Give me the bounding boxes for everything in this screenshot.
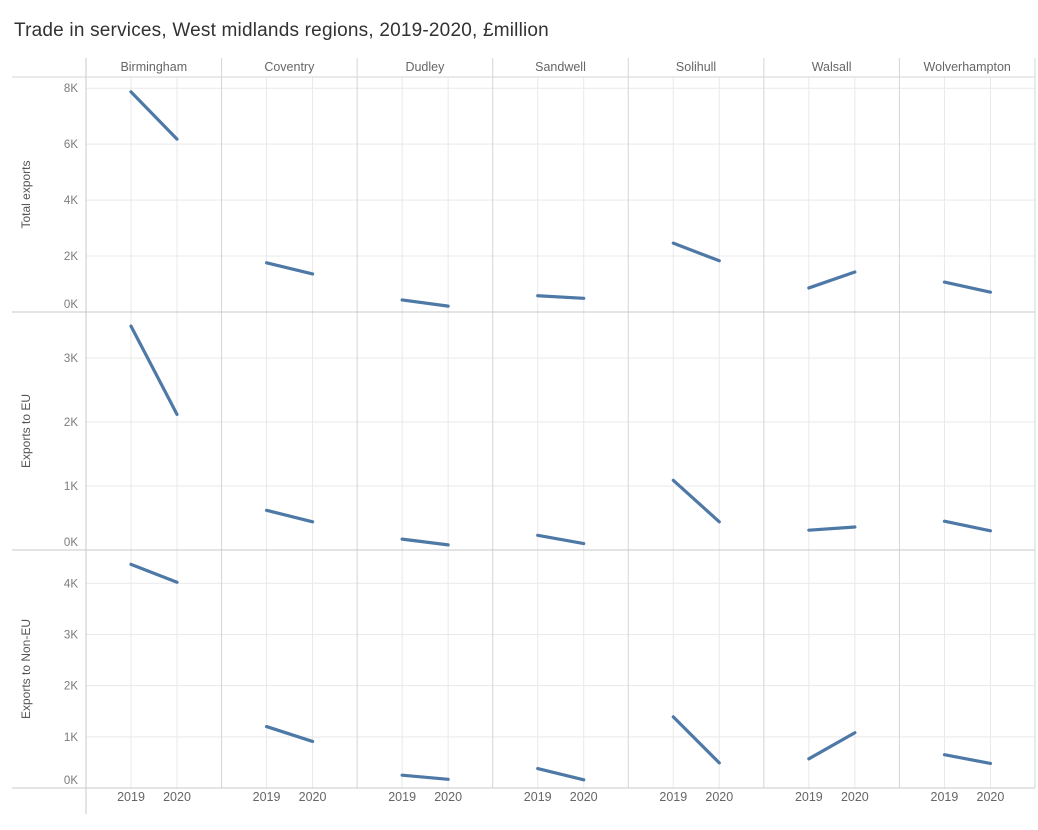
row-label-0: Total exports	[19, 160, 33, 228]
trend-line-total-exports-birmingham[interactable]	[129, 90, 179, 141]
column-header-dudley: Dudley	[405, 60, 445, 74]
year-label-2019: 2019	[253, 790, 281, 804]
trend-line-exports-to-eu-wolverhampton[interactable]	[942, 519, 993, 533]
trend-line-exports-to-eu-solihull[interactable]	[671, 478, 721, 524]
tick-label-1K: 1K	[64, 481, 78, 493]
year-label-2019: 2019	[659, 790, 687, 804]
chart-title: Trade in services, West midlands regions…	[14, 20, 549, 41]
trend-line-total-exports-solihull[interactable]	[671, 241, 721, 263]
tick-label-2K: 2K	[64, 681, 78, 693]
year-label-2020: 2020	[705, 790, 733, 804]
trend-line-total-exports-sandwell[interactable]	[536, 294, 586, 300]
trend-line-exports-to-eu-birmingham[interactable]	[129, 324, 179, 416]
tick-label-2K: 2K	[64, 251, 78, 263]
year-label-2020: 2020	[841, 790, 869, 804]
year-label-2020: 2020	[977, 790, 1005, 804]
year-label-2019: 2019	[117, 790, 145, 804]
column-header-solihull: Solihull	[676, 60, 716, 74]
year-label-2019: 2019	[388, 790, 416, 804]
tick-label-0K: 0K	[64, 299, 78, 311]
trend-line-total-exports-dudley[interactable]	[400, 298, 450, 308]
year-label-2020: 2020	[299, 790, 327, 804]
column-header-coventry: Coventry	[264, 60, 315, 74]
trend-line-total-exports-wolverhampton[interactable]	[942, 280, 993, 294]
trend-line-exports-to-eu-sandwell[interactable]	[536, 533, 586, 546]
tick-label-2K: 2K	[64, 417, 78, 429]
year-label-2019: 2019	[931, 790, 959, 804]
row-label-1: Exports to EU	[19, 394, 33, 468]
trend-line-exports-to-non-eu-coventry[interactable]	[264, 724, 315, 744]
trend-line-total-exports-coventry[interactable]	[264, 261, 315, 276]
trend-line-total-exports-walsall[interactable]	[807, 270, 857, 290]
trend-line-exports-to-non-eu-solihull[interactable]	[671, 715, 721, 765]
tick-label-4K: 4K	[64, 195, 78, 207]
column-header-walsall: Walsall	[812, 60, 852, 74]
year-label-2020: 2020	[434, 790, 462, 804]
trend-line-exports-to-non-eu-dudley[interactable]	[400, 773, 450, 781]
year-label-2020: 2020	[570, 790, 598, 804]
trend-line-exports-to-non-eu-sandwell[interactable]	[536, 766, 586, 782]
trend-line-exports-to-non-eu-walsall[interactable]	[807, 731, 857, 761]
tick-label-4K: 4K	[64, 578, 78, 590]
trend-line-exports-to-non-eu-wolverhampton[interactable]	[942, 753, 993, 766]
trend-line-exports-to-eu-coventry[interactable]	[264, 508, 315, 524]
column-header-sandwell: Sandwell	[535, 60, 586, 74]
trend-line-exports-to-eu-dudley[interactable]	[400, 537, 450, 547]
year-label-2019: 2019	[795, 790, 823, 804]
tick-label-0K: 0K	[64, 537, 78, 549]
row-label-2: Exports to Non-EU	[19, 619, 33, 719]
trend-line-exports-to-eu-walsall[interactable]	[807, 525, 857, 532]
tick-label-3K: 3K	[64, 353, 78, 365]
tick-label-6K: 6K	[64, 139, 78, 151]
tick-label-0K: 0K	[64, 775, 78, 787]
tick-label-3K: 3K	[64, 629, 78, 641]
tick-label-8K: 8K	[64, 83, 78, 95]
column-header-birmingham: Birmingham	[120, 60, 187, 74]
year-label-2019: 2019	[524, 790, 552, 804]
trend-line-exports-to-non-eu-birmingham[interactable]	[129, 562, 179, 584]
tick-label-1K: 1K	[64, 732, 78, 744]
year-label-2020: 2020	[163, 790, 191, 804]
column-header-wolverhampton: Wolverhampton	[924, 60, 1011, 74]
